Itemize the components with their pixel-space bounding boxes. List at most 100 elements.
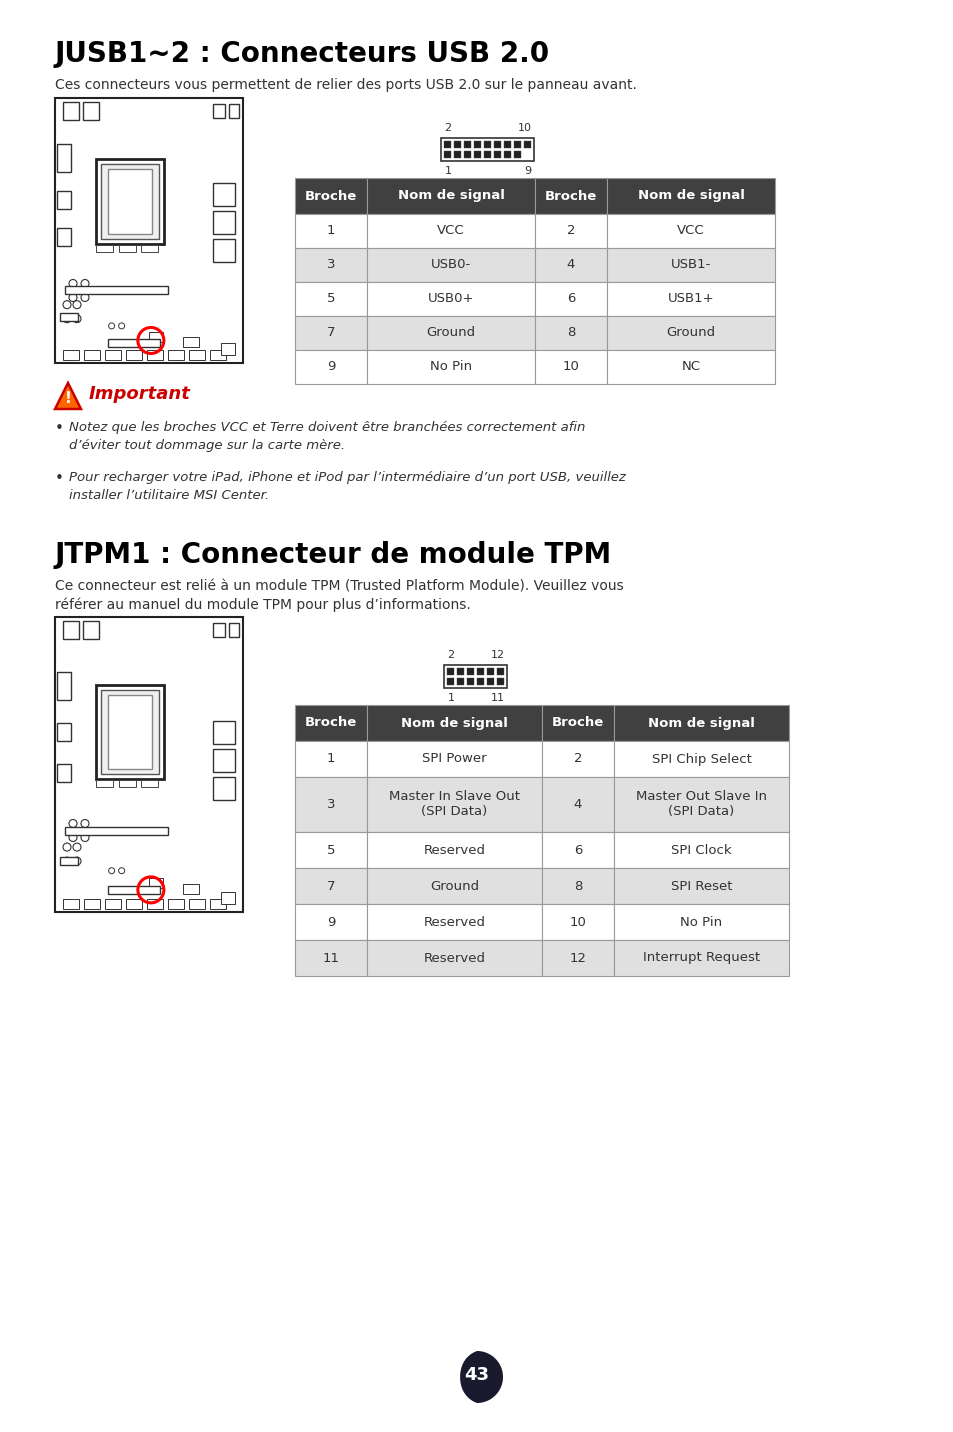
Bar: [83, 621, 99, 639]
Bar: [606, 316, 774, 349]
Circle shape: [69, 279, 77, 288]
Bar: [294, 248, 367, 282]
Bar: [541, 740, 614, 778]
Bar: [126, 349, 142, 359]
Text: 2: 2: [566, 225, 575, 238]
Bar: [84, 349, 100, 359]
Circle shape: [109, 322, 114, 329]
Bar: [141, 245, 158, 252]
Text: JTPM1 : Connecteur de module TPM: JTPM1 : Connecteur de module TPM: [55, 541, 612, 569]
Text: 43: 43: [464, 1366, 489, 1383]
Polygon shape: [459, 1350, 502, 1403]
Bar: [63, 349, 79, 359]
Bar: [147, 899, 163, 909]
Bar: [367, 213, 535, 248]
Text: 5: 5: [327, 843, 335, 856]
Text: 1: 1: [447, 693, 454, 703]
Bar: [84, 899, 100, 909]
Bar: [457, 667, 464, 674]
Bar: [504, 150, 511, 158]
Text: Ces connecteurs vous permettent de relier des ports USB 2.0 sur le panneau avant: Ces connecteurs vous permettent de relie…: [55, 77, 637, 92]
Bar: [83, 102, 99, 120]
Bar: [514, 150, 521, 158]
Bar: [294, 904, 367, 939]
Bar: [614, 705, 788, 740]
Circle shape: [73, 315, 81, 322]
Bar: [367, 705, 541, 740]
Bar: [55, 617, 243, 912]
Bar: [477, 667, 484, 674]
Bar: [168, 899, 184, 909]
Bar: [141, 780, 158, 788]
Text: 7: 7: [327, 326, 335, 339]
Bar: [464, 150, 471, 158]
Text: 1: 1: [327, 225, 335, 238]
Bar: [294, 282, 367, 316]
Bar: [55, 97, 243, 362]
Bar: [454, 150, 461, 158]
Bar: [606, 178, 774, 213]
Bar: [119, 245, 135, 252]
Bar: [487, 667, 494, 674]
Text: No Pin: No Pin: [430, 361, 472, 374]
Text: 10: 10: [517, 123, 531, 133]
Circle shape: [109, 868, 114, 874]
Text: 8: 8: [573, 879, 581, 892]
Text: Ground: Ground: [430, 879, 478, 892]
Bar: [367, 316, 535, 349]
Text: Ground: Ground: [666, 326, 715, 339]
Circle shape: [69, 833, 77, 842]
Bar: [464, 140, 471, 147]
Bar: [63, 621, 79, 639]
Bar: [57, 765, 71, 782]
Circle shape: [73, 301, 81, 309]
Bar: [524, 140, 531, 147]
Bar: [183, 885, 198, 895]
Text: No Pin: No Pin: [679, 915, 721, 928]
Bar: [367, 178, 535, 213]
Bar: [221, 892, 234, 904]
Bar: [606, 282, 774, 316]
Bar: [57, 723, 71, 740]
Bar: [57, 228, 71, 246]
Bar: [108, 886, 160, 895]
Bar: [367, 778, 541, 832]
Bar: [474, 150, 481, 158]
Text: SPI Power: SPI Power: [422, 752, 486, 766]
Text: 3: 3: [327, 798, 335, 811]
Text: 1: 1: [327, 752, 335, 766]
Text: 4: 4: [566, 259, 575, 272]
Bar: [367, 349, 535, 384]
Text: Interrupt Request: Interrupt Request: [642, 951, 760, 965]
Text: 6: 6: [566, 292, 575, 305]
Bar: [57, 192, 71, 209]
Text: USB0-: USB0-: [431, 259, 471, 272]
Bar: [108, 339, 160, 347]
Text: 5: 5: [327, 292, 335, 305]
Bar: [57, 145, 71, 172]
Text: Ground: Ground: [426, 326, 475, 339]
Text: 4: 4: [573, 798, 581, 811]
Bar: [294, 178, 367, 213]
Text: Reserved: Reserved: [423, 843, 485, 856]
Bar: [614, 832, 788, 868]
Bar: [294, 868, 367, 904]
Bar: [213, 623, 225, 637]
Bar: [96, 159, 164, 243]
Text: Pour recharger votre iPad, iPhone et iPod par l’intermédiaire d’un port USB, veu: Pour recharger votre iPad, iPhone et iPo…: [69, 471, 625, 484]
Bar: [444, 664, 507, 687]
Bar: [535, 349, 606, 384]
Bar: [57, 672, 71, 700]
Bar: [210, 899, 226, 909]
Circle shape: [63, 858, 71, 865]
Bar: [210, 349, 226, 359]
Bar: [541, 939, 614, 977]
Polygon shape: [55, 382, 81, 410]
Circle shape: [81, 833, 89, 842]
Bar: [105, 899, 121, 909]
Bar: [541, 904, 614, 939]
Text: Master Out Slave In
(SPI Data): Master Out Slave In (SPI Data): [636, 790, 766, 819]
Circle shape: [69, 819, 77, 828]
Bar: [535, 316, 606, 349]
Bar: [367, 248, 535, 282]
